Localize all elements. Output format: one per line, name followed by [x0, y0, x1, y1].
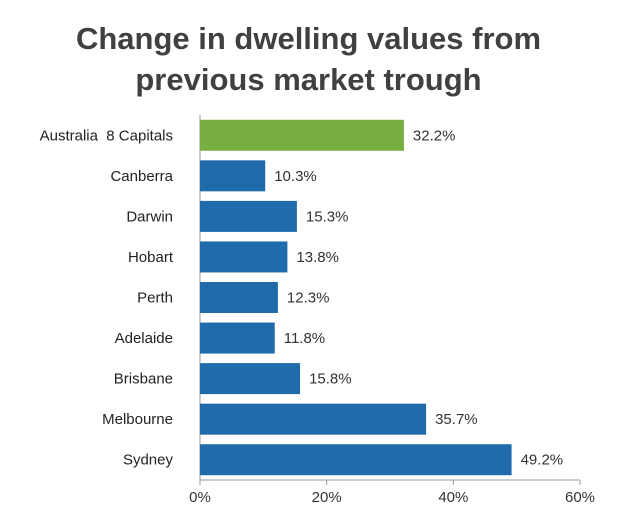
x-tick-label: 40% [438, 489, 468, 506]
bar [200, 322, 275, 354]
category-label: Adelaide [115, 330, 173, 347]
value-label: 15.8% [309, 371, 352, 388]
bar [200, 403, 427, 435]
category-label: Sydney [123, 452, 174, 469]
category-label: Hobart [128, 249, 174, 266]
value-label: 49.2% [521, 452, 564, 469]
bar [200, 241, 288, 273]
chart-title-line-2: previous market trough [135, 62, 482, 97]
value-label: 35.7% [435, 411, 478, 428]
bar [200, 282, 278, 313]
chart-title: Change in dwelling values from previous … [0, 18, 617, 100]
value-label: 13.8% [296, 249, 339, 266]
value-label: 11.8% [284, 330, 325, 347]
chart-title-line-1: Change in dwelling values from [75, 21, 542, 56]
category-label: Brisbane [114, 371, 173, 388]
category-label: Canberra [110, 168, 173, 185]
value-label: 12.3% [287, 290, 330, 307]
x-tick-label: 60% [565, 489, 595, 506]
bar [200, 444, 512, 476]
bar [200, 363, 301, 395]
category-label: Perth [137, 290, 173, 307]
bar [200, 160, 266, 192]
value-label: 15.3% [306, 208, 349, 225]
value-label: 10.3% [274, 168, 317, 185]
category-label: Darwin [126, 208, 173, 225]
bar [200, 200, 297, 232]
x-tick-label: 20% [312, 489, 342, 506]
x-tick-label: 0% [189, 489, 211, 506]
value-label: 32.2% [413, 127, 456, 144]
bar [200, 119, 404, 151]
category-label: Australia 8 Capitals [40, 127, 173, 144]
category-label: Melbourne [102, 411, 173, 428]
